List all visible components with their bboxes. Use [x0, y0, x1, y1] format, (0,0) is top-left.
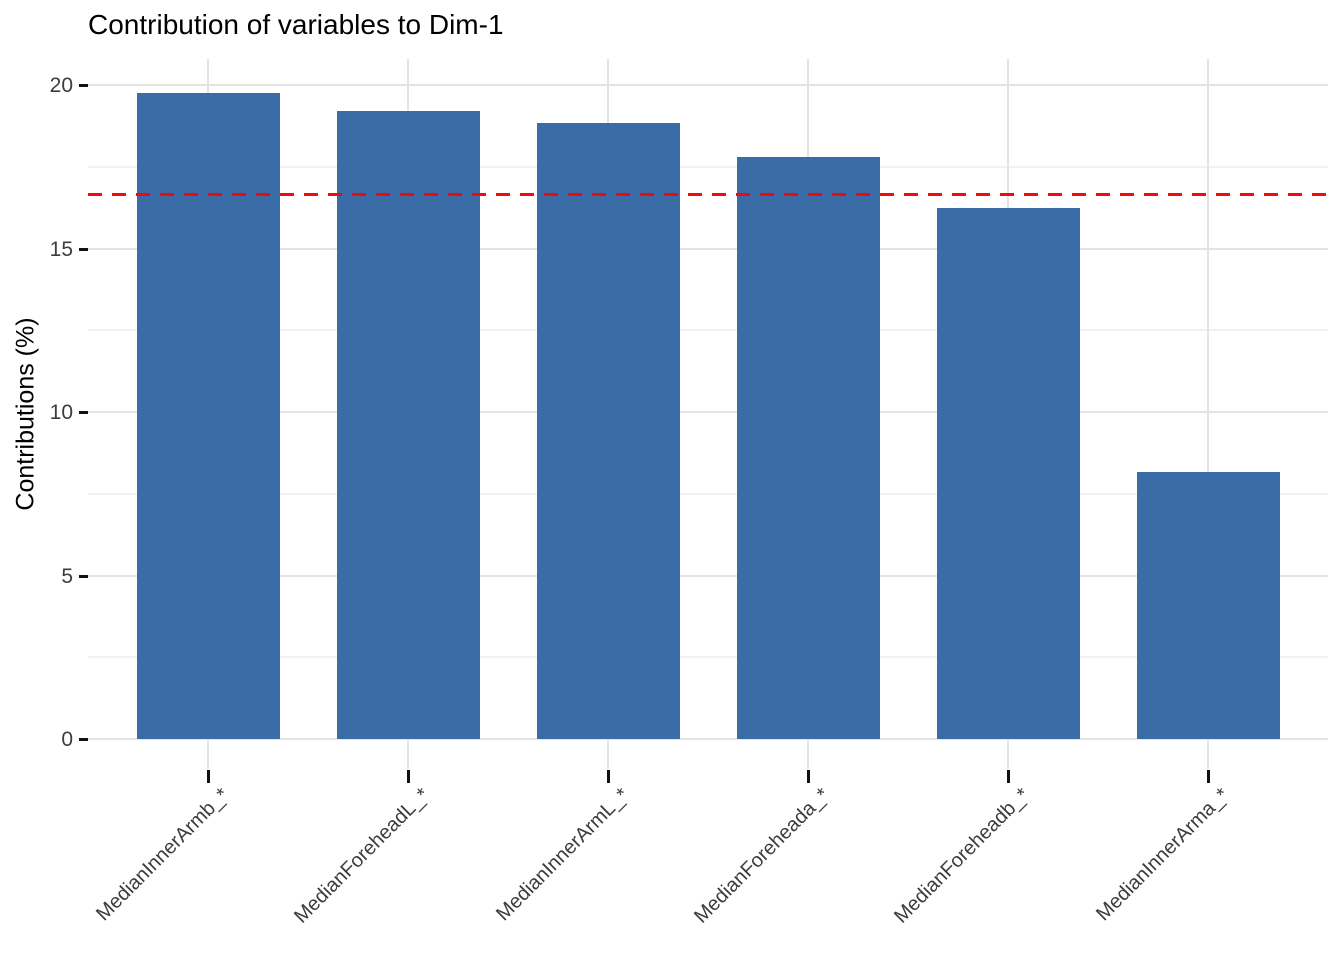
major-gridline-h: [88, 411, 1328, 413]
minor-gridline-h: [88, 656, 1328, 659]
bar: [336, 111, 480, 739]
plot-panel: [88, 59, 1328, 769]
bar: [536, 123, 680, 739]
x-tick-label: MedianInnerArmL_*: [492, 784, 634, 926]
major-gridline-v: [1207, 59, 1209, 769]
x-tick-mark: [407, 770, 410, 783]
y-tick-mark: [79, 247, 88, 251]
x-tick-mark: [807, 770, 810, 783]
chart-title: Contribution of variables to Dim-1: [88, 9, 504, 40]
y-tick-mark: [79, 411, 88, 414]
minor-gridline-h: [88, 492, 1328, 495]
major-gridline-h: [88, 84, 1328, 86]
major-gridline-h: [88, 574, 1328, 577]
y-tick-label: 0: [61, 728, 73, 751]
minor-gridline-h: [88, 165, 1328, 168]
y-tick-mark: [79, 738, 88, 741]
y-tick-mark: [79, 574, 88, 578]
y-tick-label: 10: [49, 401, 73, 424]
y-tick-label: 5: [61, 564, 73, 588]
x-tick-label: MedianForeheada_*: [689, 784, 834, 928]
x-tick-mark: [207, 770, 210, 783]
x-tick-mark: [607, 770, 610, 783]
x-tick-label: MedianForeheadL_*: [289, 784, 434, 928]
x-tick-mark: [1007, 770, 1010, 783]
x-tick-label: MedianInnerArmb_*: [92, 784, 234, 926]
bar: [136, 93, 280, 739]
bar: [1136, 472, 1280, 739]
reference-line: [88, 192, 1328, 196]
bar: [936, 208, 1080, 739]
minor-gridline-h: [88, 329, 1328, 332]
major-gridline-h: [88, 738, 1328, 740]
x-tick-label: MedianInnerArma_*: [1092, 784, 1234, 926]
x-tick-label: MedianForeheadb_*: [889, 784, 1034, 928]
y-tick-label: 20: [49, 74, 73, 97]
y-tick-mark: [79, 84, 88, 87]
y-tick-label: 15: [49, 237, 73, 261]
bar: [736, 157, 880, 739]
x-tick-mark: [1207, 770, 1210, 783]
major-gridline-h: [88, 247, 1328, 250]
